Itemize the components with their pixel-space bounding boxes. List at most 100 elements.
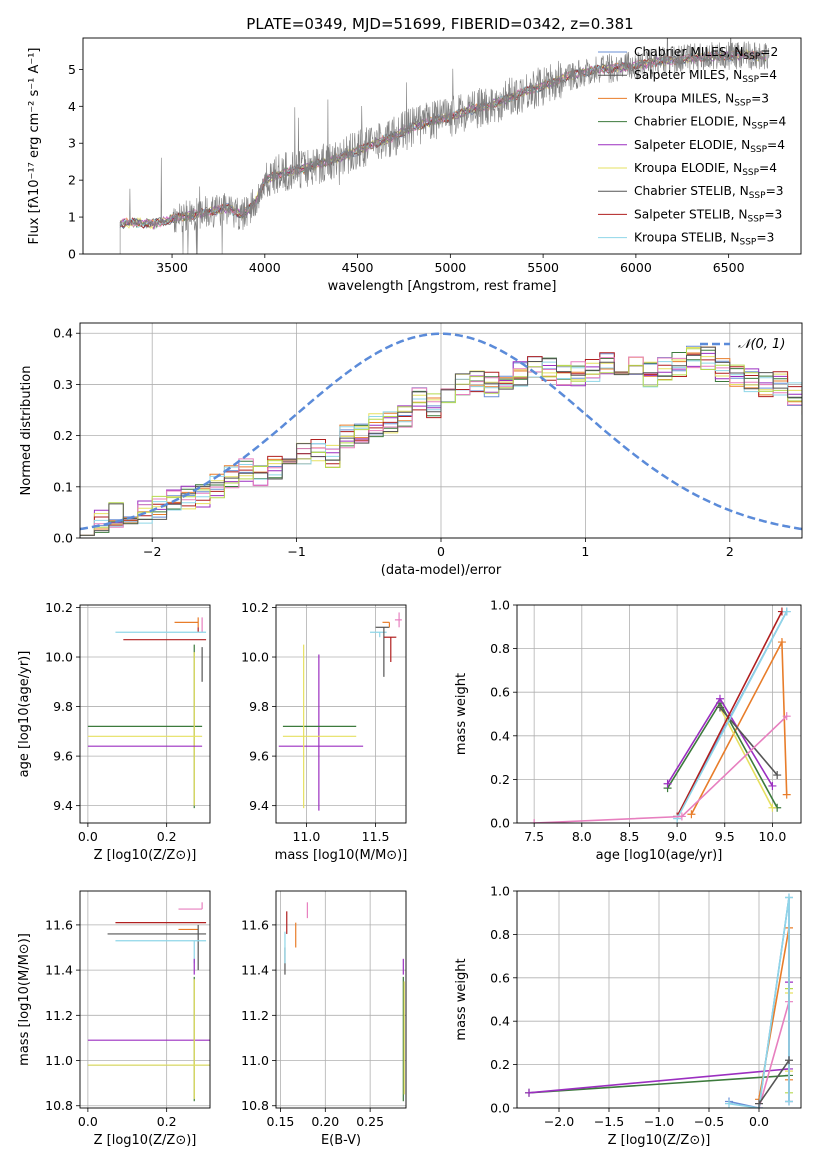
x-tick-label: 9.5	[715, 829, 735, 844]
y-tick-label: 9.4	[53, 798, 73, 813]
age-vs-mass-panel: 11.0 11.5 9.4 9.6 9.8 10.0 10.2 mass [log10(M/M…	[241, 600, 407, 863]
mass-vs-metallicity-panel: 0.0 0.2 10.8 11.0 11.2 11.4 11.6 Z [log10(Z/Z⊙)…	[17, 890, 211, 1148]
model-spectrum	[119, 50, 766, 228]
y-axis-label: mass weight	[454, 673, 469, 755]
x-tick-label: 0.15	[267, 1114, 295, 1129]
legend-subscript: SSP	[749, 191, 766, 201]
y-tick-label: 11.2	[241, 1008, 269, 1023]
legend-label: Kroupa STELIB, NSSP=3	[634, 231, 774, 248]
y-tick-label: 2	[68, 173, 76, 188]
x-tick-label: 11.0	[293, 829, 321, 844]
plot-area	[87, 902, 210, 1102]
x-tick-label: 0.0	[78, 829, 98, 844]
mass-weight-line	[728, 897, 790, 1108]
y-tick-label: 0.6	[490, 685, 510, 700]
y-tick-label: 10.2	[241, 600, 269, 615]
axes-frame	[275, 604, 407, 824]
y-tick-label: 9.8	[53, 699, 73, 714]
mass-weight-marker	[755, 1099, 763, 1108]
y-tick-label: 11.4	[241, 963, 269, 978]
residual-histogram	[80, 356, 802, 536]
plot-area	[80, 332, 802, 536]
x-tick-label: 7.5	[524, 829, 544, 844]
axes-frame	[516, 890, 802, 1109]
y-axis-label: Flux [fλ10⁻¹⁷ erg cm⁻² s⁻¹ A⁻¹]	[27, 48, 42, 245]
y-tick-label: 4	[68, 99, 76, 114]
mass-weight-line	[758, 1059, 790, 1105]
figure-title: PLATE=0349, MJD=51699, FIBERID=0342, z=0…	[246, 15, 633, 33]
x-tick-label: 0.2	[157, 1114, 177, 1129]
plot-area	[119, 38, 770, 254]
axes-frame	[79, 604, 211, 824]
mass-weight-marker	[725, 1099, 733, 1108]
x-tick-label: 10.0	[758, 829, 786, 844]
y-tick-label: 0.8	[490, 927, 510, 942]
y-tick-label: 0.0	[490, 1101, 510, 1116]
y-tick-label: 9.6	[53, 749, 73, 764]
x-axis-label: Z [log10(Z/Z⊙)]	[94, 848, 197, 863]
legend-label: Chabrier ELODIE, NSSP=4	[634, 115, 786, 132]
residual-histogram	[80, 349, 802, 536]
mass-weight-marker	[785, 1097, 793, 1106]
mass-weight-marker	[768, 803, 777, 812]
x-tick-label: 11.5	[362, 829, 390, 844]
y-tick-label: 0.1	[53, 479, 73, 494]
y-tick-label: 10.0	[45, 650, 73, 665]
mass-weight-marker	[663, 779, 672, 788]
legend-subscript: SSP	[747, 214, 764, 224]
y-axis-label: mass [log10(M/M⊙)]	[17, 933, 32, 1066]
legend-suffix: =3	[766, 184, 784, 198]
residual-histogram	[80, 346, 802, 536]
axes-frame	[82, 37, 802, 255]
x-tick-label: 8.0	[572, 829, 592, 844]
mass-weight-line	[528, 1074, 790, 1094]
x-tick-label: −1	[287, 544, 305, 559]
legend-subscript: SSP	[751, 122, 768, 132]
axes-frame	[79, 322, 803, 539]
mass-weight-marker	[782, 607, 791, 616]
x-axis-label: mass [log10(M/M⊙)]	[275, 848, 408, 863]
x-axis-label: age [log10(age/yr)]	[596, 848, 723, 863]
mass-weight-marker	[525, 1088, 533, 1097]
legend-label: Kroupa MILES, NSSP=3	[634, 91, 769, 108]
residuals-panel: −2 −1 0 1 2 0.0 0.1 0.2 0.3 0.4 (data-model)/error…	[19, 322, 803, 578]
x-tick-label: −2.0	[544, 1114, 574, 1129]
y-tick-label: 0.2	[53, 428, 73, 443]
x-tick-label: −0.5	[694, 1114, 724, 1129]
y-tick-label: 0.2	[490, 772, 510, 787]
legend-label: Chabrier STELIB, NSSP=3	[634, 184, 784, 201]
spectrum-panel: 3500 4000 4500 5000 5500 6000 6500 0 1 2 3 4 5 wavele…	[27, 37, 802, 294]
x-tick-label: 6000	[620, 260, 652, 275]
y-tick-label: 0.4	[53, 326, 73, 341]
y-tick-label: 10.8	[241, 1098, 269, 1113]
y-tick-label: 9.6	[249, 749, 269, 764]
plot-area	[284, 902, 405, 1102]
legend-subscript: SSP	[750, 145, 767, 155]
y-tick-label: 9.4	[249, 798, 269, 813]
residual-histogram	[80, 345, 802, 536]
legend-suffix: =4	[767, 138, 785, 152]
x-tick-label: 4000	[249, 260, 281, 275]
y-tick-label: 11.6	[45, 917, 73, 932]
mass-weight-marker	[768, 781, 777, 790]
mass-weight-line	[666, 697, 774, 787]
legend-suffix: =2	[760, 45, 778, 59]
mass-weight-marker	[687, 810, 696, 819]
mass-weight-marker	[785, 1056, 793, 1065]
x-axis-label: Z [log10(Z/Z⊙)]	[94, 1133, 197, 1148]
y-tick-label: 10.8	[45, 1098, 73, 1113]
residual-histogram	[80, 347, 802, 536]
residual-histogram	[80, 346, 802, 536]
mass-weight-line	[534, 715, 788, 823]
y-tick-label: 0.3	[53, 377, 73, 392]
mass-weight-marker	[715, 694, 724, 703]
y-tick-label: 11.6	[241, 917, 269, 932]
y-tick-label: 0.4	[490, 728, 510, 743]
y-tick-label: 0.0	[490, 816, 510, 831]
age-vs-metallicity-panel: 0.0 0.2 9.4 9.6 9.8 10.0 10.2 Z [log10(Z/Z⊙)] ag…	[17, 600, 211, 863]
mass-weight-marker	[773, 771, 782, 780]
y-tick-label: 11.0	[45, 1053, 73, 1068]
legend-label: Salpeter ELODIE, NSSP=4	[634, 138, 785, 155]
legend-suffix: =4	[759, 68, 777, 82]
